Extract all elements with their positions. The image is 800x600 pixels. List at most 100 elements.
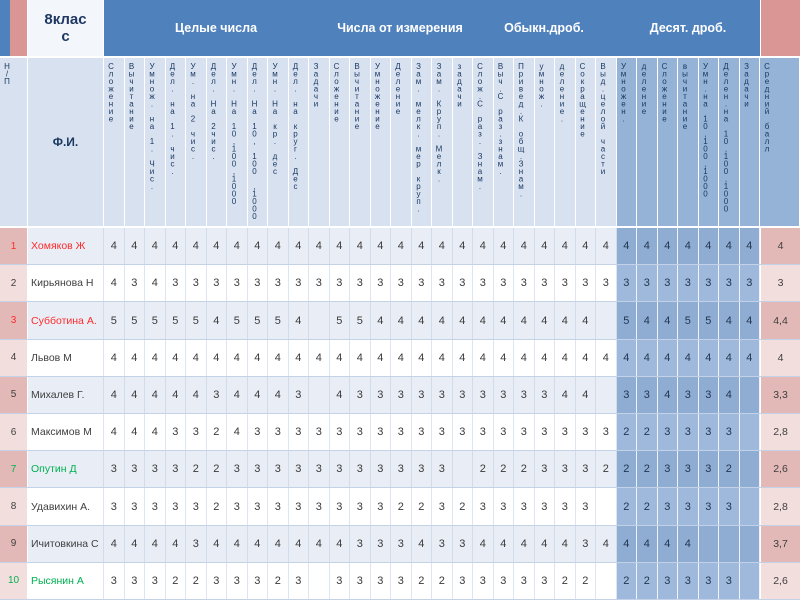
column-headers: Сложение Вычитание Умнож. на 1. Чис. Дел. н… (104, 58, 760, 226)
grade-cell: 3 (145, 562, 166, 600)
grade-cell: 3 (248, 265, 268, 302)
grade-cell: 4 (719, 228, 740, 265)
grade-cell: 4 (125, 339, 145, 376)
grade-cell: 4 (616, 525, 637, 562)
grade-cell: 4 (104, 525, 125, 562)
grade-cell: 3 (473, 562, 494, 600)
grade-cell: 3 (125, 562, 145, 600)
grade-cell: 3 (186, 488, 207, 525)
row-number-cell: 9 (0, 525, 28, 562)
grade-cell: 3 (657, 488, 678, 525)
grade-cell: 4 (391, 228, 412, 265)
grade-cell: 3 (575, 451, 596, 488)
grade-cell: 4 (288, 302, 309, 339)
grade-cell: 5 (227, 302, 248, 339)
grade-cell: 4 (514, 228, 535, 265)
grade-cell: 3 (514, 414, 535, 451)
grade-cell: 4 (576, 339, 596, 376)
grade-cell: 4 (350, 228, 371, 265)
grade-cell: 2 (719, 451, 740, 488)
grade-cell: 3 (494, 265, 514, 302)
grade-cell: 4 (575, 302, 596, 339)
grade-cell: 3 (719, 265, 740, 302)
grade-cell: 3 (268, 265, 289, 302)
grade-cell: 4 (473, 302, 494, 339)
column-header: Умножен. (616, 58, 637, 226)
grade-cell: 4 (186, 339, 207, 376)
grade-cell: 3 (535, 265, 555, 302)
grade-cell: 3 (288, 451, 309, 488)
grade-cell: 4 (268, 525, 289, 562)
grade-cell: 4 (698, 228, 719, 265)
student-name-cell: Ичитовкина С (28, 525, 104, 562)
grade-cell: 3 (616, 265, 637, 302)
grade-cell: 3 (165, 451, 186, 488)
grade-cell: 4 (555, 339, 576, 376)
grade-cell: 4 (616, 228, 637, 265)
grade-cell (739, 376, 760, 414)
grade-cell: 3 (411, 451, 432, 488)
grade-cell: 3 (330, 562, 350, 600)
grade-cell (596, 488, 617, 525)
grade-cell: 3 (288, 376, 309, 414)
grade-cell: 4 (165, 376, 186, 414)
grade-cell: 3 (453, 414, 473, 451)
grade-cell: 4 (370, 302, 391, 339)
grade-cell: 3 (555, 451, 576, 488)
column-header: задачи (452, 58, 473, 226)
grade-cell: 3 (535, 488, 555, 525)
average-cell: 3,3 (760, 376, 800, 414)
grade-cell: 2 (207, 414, 227, 451)
class-label: 8класс (28, 0, 104, 56)
student-name-cell: Максимов М (28, 414, 104, 451)
average-column-top-cell (760, 0, 800, 56)
grade-cell (739, 562, 760, 600)
row-number-cell: 4 (0, 339, 28, 376)
title-row: 8класс Целые числа Числа от измерения Обык… (0, 0, 800, 58)
grade-cell: 4 (575, 228, 596, 265)
grade-cell: 3 (391, 414, 412, 451)
grade-cell: 3 (678, 451, 699, 488)
grade-cell: 4 (206, 525, 227, 562)
grade-cell: 3 (452, 376, 473, 414)
column-header: деление (637, 58, 658, 226)
grade-cell: 4 (391, 339, 412, 376)
grade-cell: 3 (186, 265, 207, 302)
column-header: Деление (391, 58, 412, 226)
student-name-cell: Хомяков Ж (28, 228, 104, 265)
grade-cell: 3 (555, 488, 576, 525)
grade-cell: 4 (657, 525, 678, 562)
grade-cell: 3 (576, 488, 596, 525)
grade-cell: 3 (616, 376, 637, 414)
grade-cell: 3 (719, 488, 740, 525)
grade-cell: 4 (247, 228, 268, 265)
grade-cell: 3 (698, 265, 719, 302)
grade-cell: 3 (166, 488, 186, 525)
grade-cell: 2 (453, 488, 473, 525)
column-header: Зам. мелк. мер круп. (411, 58, 432, 226)
grade-cell: 5 (350, 302, 371, 339)
grade-cell: 4 (535, 339, 555, 376)
grade-cell: 2 (206, 451, 227, 488)
grade-cell: 3 (596, 265, 617, 302)
column-header: умнож. (534, 58, 555, 226)
column-header: Делен.на 10,100,1000 (719, 58, 740, 226)
grade-cell: 3 (514, 488, 535, 525)
grade-cell (739, 525, 760, 562)
grade-cell: 4 (268, 228, 289, 265)
grade-cell: 3 (576, 414, 596, 451)
grade-cell: 3 (350, 451, 371, 488)
average-cell: 4 (760, 339, 800, 376)
average-cell: 2,8 (760, 488, 800, 525)
grade-cell: 3 (698, 451, 719, 488)
grade-cell: 4 (637, 525, 658, 562)
grade-cell: 2 (412, 562, 432, 600)
grade-cell: 4 (227, 525, 248, 562)
average-cell: 2,6 (760, 451, 800, 488)
grade-cell: 3 (166, 414, 186, 451)
grade-cell: 2 (268, 562, 289, 600)
grade-cell: 2 (637, 451, 658, 488)
grade-cell: 2 (186, 562, 207, 600)
